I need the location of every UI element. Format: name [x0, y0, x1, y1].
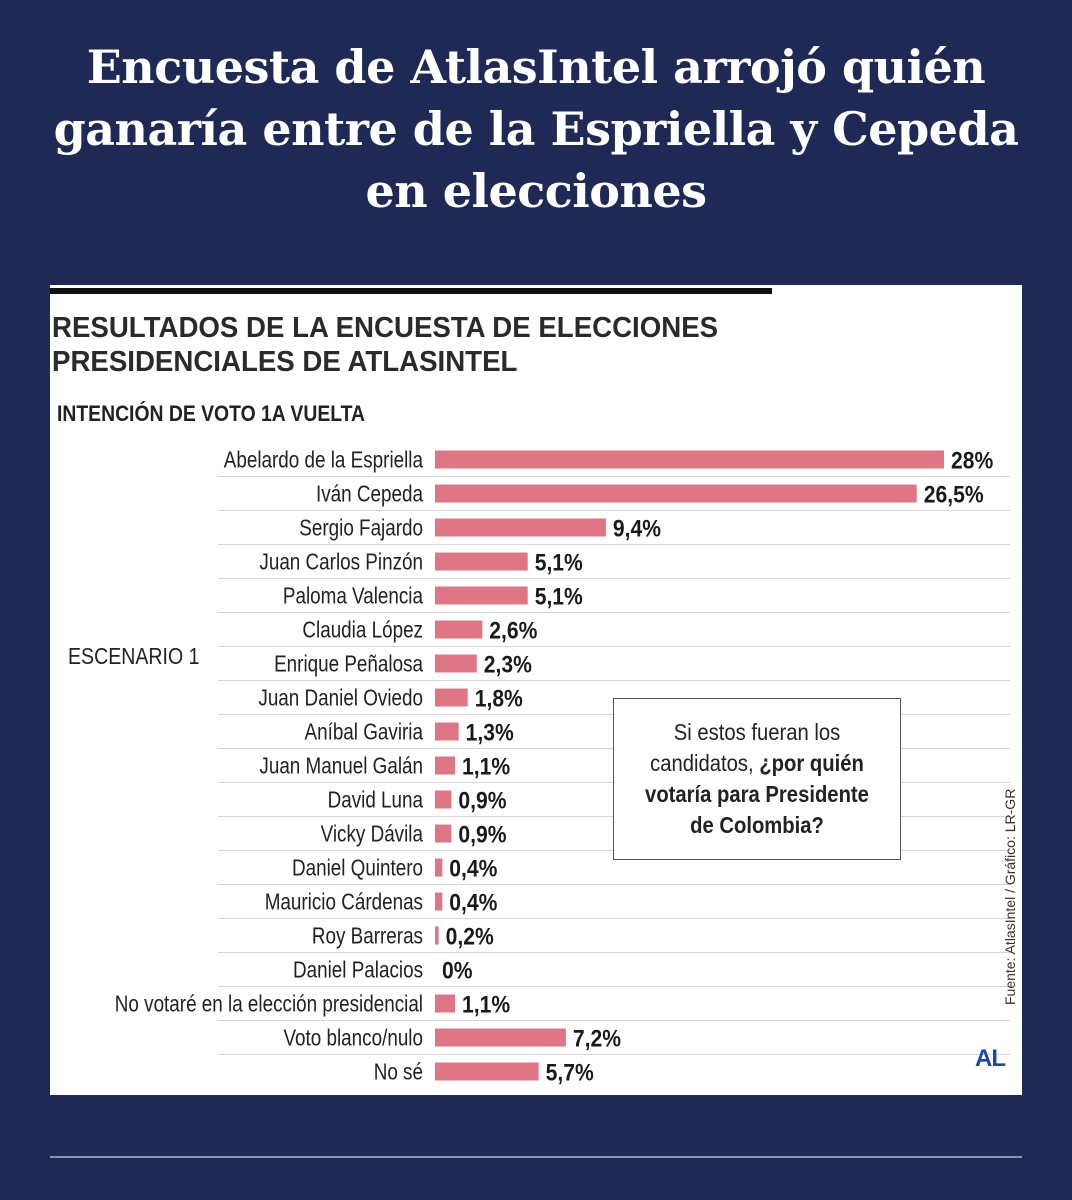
chart-card: RESULTADOS DE LA ENCUESTA DE ELECCIONES … — [50, 285, 1022, 1095]
category-label: Juan Carlos Pinzón — [259, 549, 423, 575]
bar — [435, 484, 917, 503]
bar — [435, 824, 452, 843]
value-label: 26,5% — [924, 482, 984, 509]
value-label: 7,2% — [573, 1026, 621, 1053]
bar — [435, 688, 468, 707]
value-label: 9,4% — [613, 516, 661, 543]
category-label: Paloma Valencia — [283, 583, 423, 609]
value-label: 2,6% — [489, 618, 537, 645]
category-label: Daniel Palacios — [293, 957, 423, 983]
category-label: Claudia López — [302, 617, 423, 643]
value-label: 1,3% — [466, 720, 514, 747]
question-callout: Si estos fueran los candidatos, ¿por qui… — [613, 698, 901, 860]
chart-title-line1: RESULTADOS DE LA ENCUESTA DE ELECCIONES — [52, 312, 719, 344]
value-label: 0,9% — [458, 822, 506, 849]
category-label: Enrique Peñalosa — [274, 651, 423, 677]
bar — [435, 756, 455, 775]
value-label: 0,4% — [449, 890, 497, 917]
category-label: No sé — [374, 1059, 423, 1085]
category-label: Voto blanco/nulo — [284, 1025, 424, 1051]
bar — [435, 790, 452, 809]
category-label: Juan Daniel Oviedo — [258, 685, 423, 711]
bar — [435, 722, 459, 741]
value-label: 0% — [442, 958, 473, 985]
bottom-rule — [50, 1156, 1022, 1158]
bar-chart: Abelardo de la Espriella 28% Iván Cepeda 26… — [115, 447, 1010, 1087]
brand-logo: AL — [975, 1045, 1006, 1072]
value-label: 0,9% — [458, 788, 506, 815]
headline: Encuesta de AtlasIntel arrojó quién gana… — [53, 40, 1019, 218]
value-label: 5,1% — [535, 584, 583, 611]
bar — [435, 654, 477, 673]
scenario-label: ESCENARIO 1 — [68, 643, 200, 669]
top-rule — [50, 288, 772, 294]
value-label: 0,2% — [446, 924, 494, 951]
value-label: 5,7% — [546, 1060, 594, 1087]
callout-text-regular: Si estos fueran los candidatos, — [650, 719, 841, 776]
bar — [435, 552, 528, 571]
chart-title-line2: PRESIDENCIALES DE ATLASINTEL — [52, 346, 518, 378]
category-label: Vicky Dávila — [321, 821, 424, 847]
bar — [435, 926, 439, 945]
value-label: 1,1% — [462, 754, 510, 781]
bar — [435, 620, 483, 639]
bar — [435, 1028, 566, 1047]
value-label: 1,1% — [462, 992, 510, 1019]
bar — [435, 518, 606, 537]
bar — [435, 892, 443, 911]
category-label: Roy Barreras — [312, 923, 423, 949]
callout-text-bold: ¿por quién votaría para Presidente de Co… — [645, 750, 869, 838]
bar — [435, 1062, 539, 1081]
category-label: Iván Cepeda — [316, 481, 423, 507]
value-label: 2,3% — [484, 652, 532, 679]
value-label: 1,8% — [475, 686, 523, 713]
category-label: Sergio Fajardo — [299, 515, 423, 541]
bar — [435, 450, 944, 469]
value-label: 5,1% — [535, 550, 583, 577]
bar — [435, 858, 443, 877]
value-label: 28% — [951, 448, 993, 475]
chart-subtitle: INTENCIÓN DE VOTO 1A VUELTA — [57, 401, 365, 426]
category-label: Mauricio Cárdenas — [265, 889, 423, 915]
category-label: Aníbal Gaviria — [305, 719, 424, 745]
source-note: Fuente: AtlasIntel / Gráfico: LR-GR — [1002, 788, 1018, 1005]
value-label: 0,4% — [449, 856, 497, 883]
category-label: Juan Manuel Galán — [259, 753, 423, 779]
chart-title: RESULTADOS DE LA ENCUESTA DE ELECCIONES … — [52, 311, 789, 379]
category-label: Daniel Quintero — [292, 855, 423, 881]
category-label: David Luna — [328, 787, 424, 813]
bar — [435, 994, 455, 1013]
bar — [435, 586, 528, 605]
category-label: No votaré en la elección presidencial — [115, 991, 423, 1017]
category-label: Abelardo de la Espriella — [224, 447, 423, 473]
